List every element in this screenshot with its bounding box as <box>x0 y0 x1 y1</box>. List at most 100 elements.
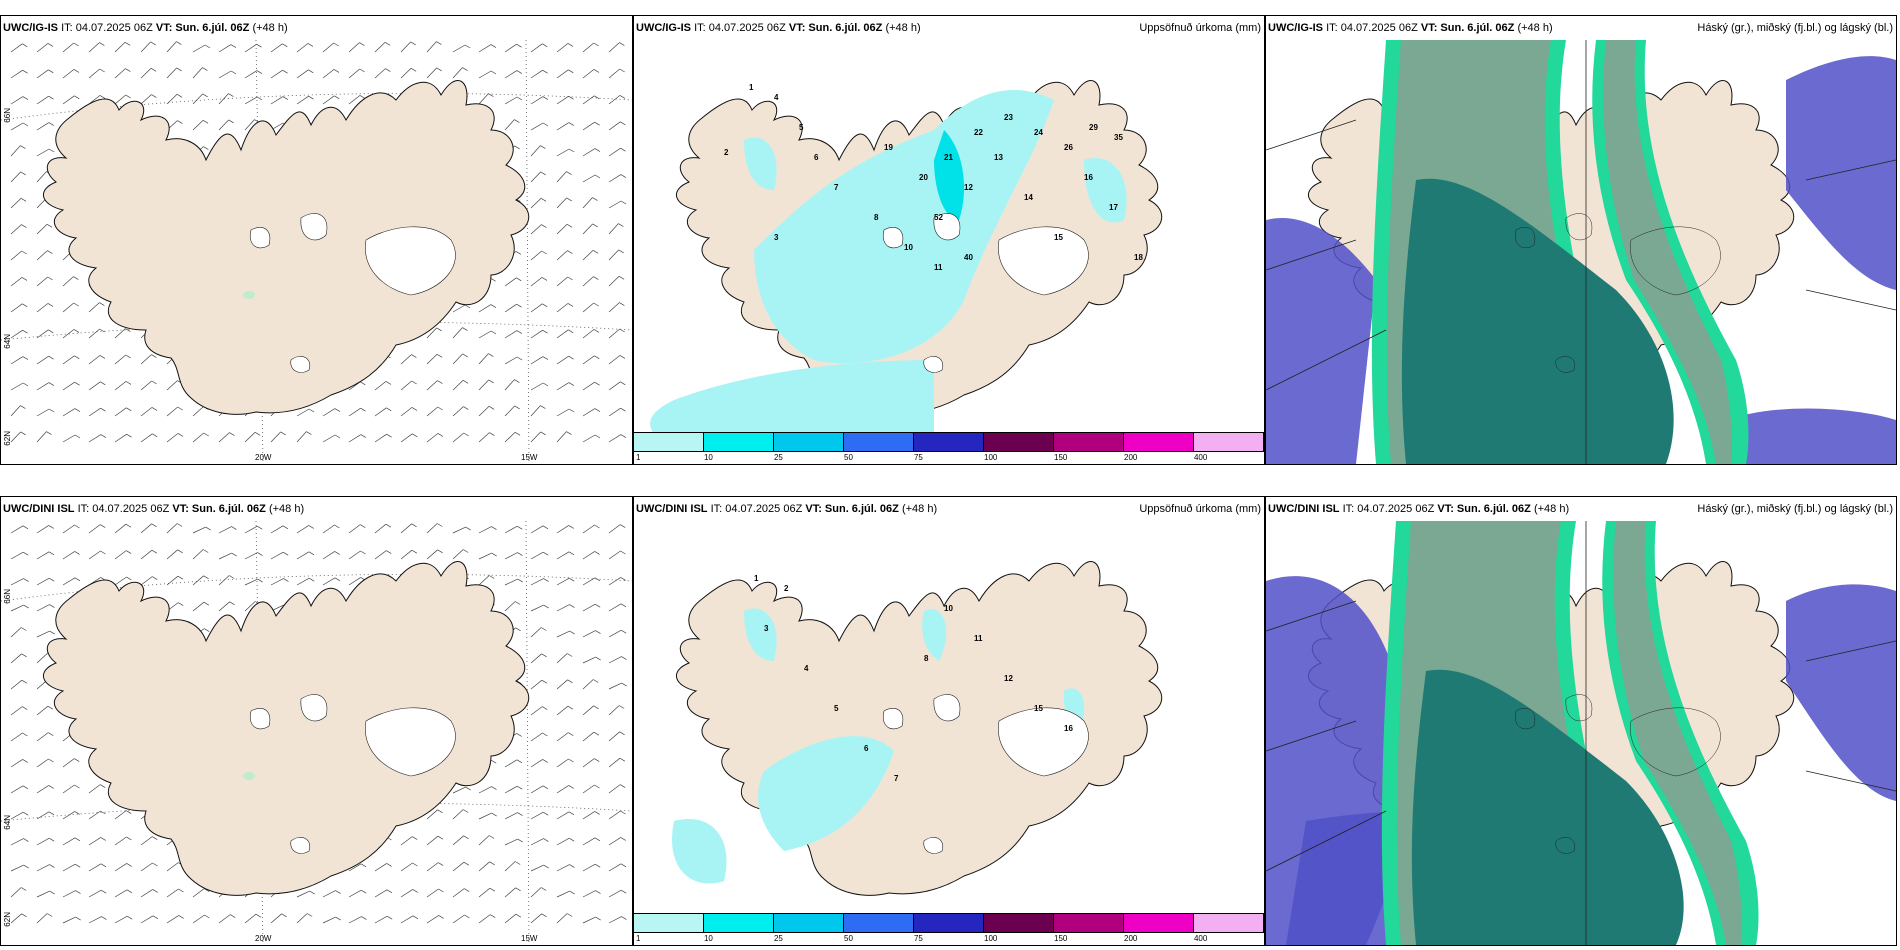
colorbar-tick-label: 10 <box>703 453 713 462</box>
iceland-land <box>43 80 529 415</box>
colorbar-tick-label: 100 <box>984 453 998 462</box>
precip-value-label: 4 <box>774 93 779 102</box>
precip-value-label: 24 <box>1034 128 1043 137</box>
colorbar-swatch <box>984 914 1054 932</box>
colorbar-tick-label: 75 <box>913 934 923 943</box>
panel-top-wind: UWC/IG-IS IT: 04.07.2025 06Z VT: Sun. 6.… <box>0 15 633 465</box>
colorbar-tick-label: 200 <box>1124 934 1138 943</box>
precip-value-label: 6 <box>864 744 869 753</box>
colorbar-swatch <box>914 433 984 451</box>
cloud-layers <box>1266 521 1896 945</box>
precip-value-label: 5 <box>834 704 839 713</box>
cloud-map[interactable] <box>1266 521 1896 945</box>
panel-bottom-precip: UWC/DINI ISL IT: 04.07.2025 06Z VT: Sun.… <box>633 496 1265 946</box>
precip-value-label: 6 <box>814 153 819 162</box>
precip-areas <box>650 90 1127 434</box>
precip-value-label: 15 <box>1034 704 1043 713</box>
lat-label-62: 62N <box>3 912 12 927</box>
colorbar-swatch <box>984 433 1054 451</box>
precip-value-label: 1 <box>749 83 754 92</box>
precip-colorbar-ticks: 1 10 25 50 75 100 150 200 400 <box>634 933 1264 945</box>
precip-value-label: 11 <box>974 634 983 643</box>
colorbar-swatch <box>844 433 914 451</box>
wind-map[interactable] <box>1 40 632 464</box>
panel-header: UWC/DINI ISL IT: 04.07.2025 06Z VT: Sun.… <box>1266 497 1896 521</box>
cloud-title: Háský (gr.), miðský (fj.bl.) og lágský (… <box>1697 22 1893 34</box>
precip-value-label: 23 <box>1004 113 1013 122</box>
precip-value-label: 22 <box>974 128 983 137</box>
precip-colorbar-ticks: 1 10 25 50 75 100 150 200 400 <box>634 452 1264 464</box>
precip-value-label: 12 <box>1004 674 1013 683</box>
panel-header: UWC/IG-IS IT: 04.07.2025 06Z VT: Sun. 6.… <box>634 16 1264 40</box>
colorbar-swatch <box>704 914 774 932</box>
precip-value-label: 8 <box>924 654 929 663</box>
precip-value-label: 26 <box>1064 143 1073 152</box>
cloud-map-svg <box>1266 40 1896 464</box>
colorbar-swatch <box>1124 433 1194 451</box>
precip-value-label: 16 <box>1084 173 1093 182</box>
colorbar-swatch <box>704 433 774 451</box>
precip-value-label: 52 <box>934 213 943 222</box>
precip-value-label: 10 <box>904 243 913 252</box>
lat-label-62: 62N <box>3 431 12 446</box>
precip-title: Uppsöfnuð úrkoma (mm) <box>1139 22 1261 34</box>
colorbar-swatch <box>634 914 704 932</box>
iceland-land <box>43 561 529 896</box>
precip-value-label: 12 <box>964 183 973 192</box>
precip-value-label: 2 <box>724 148 729 157</box>
precip-value-label: 18 <box>1134 253 1143 262</box>
lat-label-66: 66N <box>3 589 12 604</box>
colorbar-swatch <box>1054 914 1124 932</box>
precip-value-label: 35 <box>1114 133 1123 142</box>
colorbar-swatch <box>1054 433 1124 451</box>
colorbar-swatch <box>844 914 914 932</box>
precip-value-label: 16 <box>1064 724 1073 733</box>
wind-map[interactable] <box>1 521 632 945</box>
panel-header: UWC/IG-IS IT: 04.07.2025 06Z VT: Sun. 6.… <box>1266 16 1896 40</box>
panel-top-cloud: UWC/IG-IS IT: 04.07.2025 06Z VT: Sun. 6.… <box>1265 15 1897 465</box>
colorbar-tick-label: 1 <box>636 934 641 943</box>
panel-header: UWC/DINI ISL IT: 04.07.2025 06Z VT: Sun.… <box>634 497 1264 521</box>
colorbar-tick-label: 100 <box>984 934 998 943</box>
precip-value-label: 8 <box>874 213 879 222</box>
precip-title: Uppsöfnuð úrkoma (mm) <box>1139 503 1261 515</box>
panel-bottom-cloud: UWC/DINI ISL IT: 04.07.2025 06Z VT: Sun.… <box>1265 496 1897 946</box>
colorbar-tick-label: 150 <box>1054 934 1068 943</box>
wind-map-svg <box>1 40 632 464</box>
colorbar-tick-label: 25 <box>773 453 783 462</box>
panel-header: UWC/DINI ISL IT: 04.07.2025 06Z VT: Sun.… <box>3 503 305 515</box>
precip-value-label: 40 <box>964 253 973 262</box>
precip-value-label: 13 <box>994 153 1003 162</box>
lon-label-15w: 15W <box>521 453 538 462</box>
precip-value-label: 3 <box>764 624 769 633</box>
precip-value-label: 2 <box>784 584 789 593</box>
colorbar-swatch <box>914 914 984 932</box>
colorbar-tick-label: 1 <box>636 453 641 462</box>
panel-bottom-wind: UWC/DINI ISL IT: 04.07.2025 06Z VT: Sun.… <box>0 496 633 946</box>
lat-label-66: 66N <box>3 108 12 123</box>
cloud-layers <box>1266 40 1896 464</box>
precip-value-label: 1 <box>754 574 759 583</box>
lon-label-15w: 15W <box>521 934 538 943</box>
panel-top-precip: UWC/IG-IS IT: 04.07.2025 06Z VT: Sun. 6.… <box>633 15 1265 465</box>
colorbar-swatch <box>1194 433 1264 451</box>
lon-label-20w: 20W <box>255 934 272 943</box>
colorbar-swatch <box>774 914 844 932</box>
colorbar-tick-label: 25 <box>773 934 783 943</box>
precip-map[interactable]: 1 2 4 5 6 7 8 10 11 12 13 14 15 16 17 18 19 20 21 22 23 24 26 2… <box>634 40 1264 434</box>
precip-map-svg: 1245678101112131415161718192021222324262… <box>650 80 1162 434</box>
wind-map-svg <box>1 521 632 945</box>
precip-colorbar <box>634 432 1264 452</box>
colorbar-tick-label: 75 <box>913 453 923 462</box>
precip-map[interactable]: 1 2 3 4 5 6 7 8 10 11 12 15 16 <box>634 521 1264 915</box>
precip-value-label: 10 <box>944 604 953 613</box>
precip-value-label: 29 <box>1089 123 1098 132</box>
panel-header: UWC/IG-IS IT: 04.07.2025 06Z VT: Sun. 6.… <box>3 22 288 34</box>
precip-areas <box>672 608 1085 884</box>
colorbar-tick-label: 150 <box>1054 453 1068 462</box>
precip-values: 1245678101112131415161718192021222324262… <box>724 83 1143 272</box>
cloud-map[interactable] <box>1266 40 1896 464</box>
precip-value-label: 14 <box>1024 193 1033 202</box>
precip-value-label: 20 <box>919 173 928 182</box>
